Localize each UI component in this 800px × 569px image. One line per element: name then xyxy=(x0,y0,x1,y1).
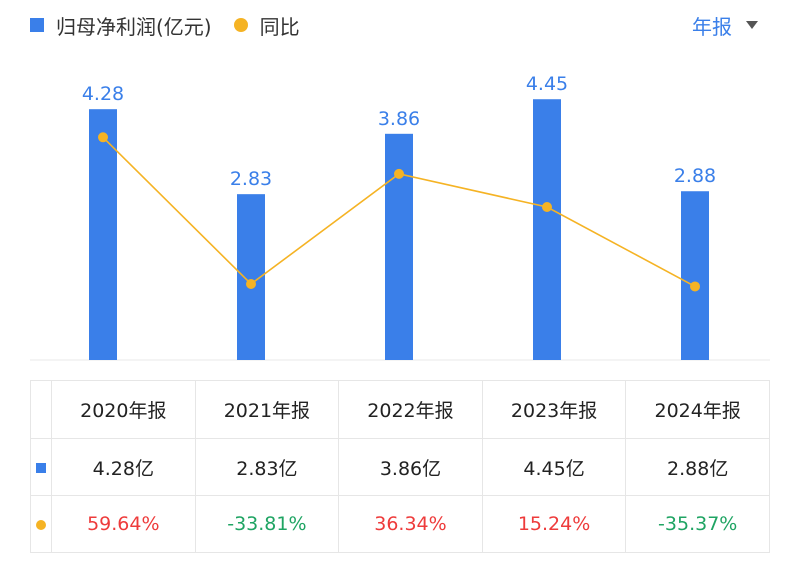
profit-chart: 4.28 2.83 3.86 4.45 2.88 xyxy=(30,73,770,361)
legend-bar-swatch xyxy=(30,18,44,32)
yoy-cell: -35.37% xyxy=(625,495,770,553)
table-row-icon-cell xyxy=(30,495,52,553)
table-row-icon-cell xyxy=(30,438,52,496)
yoy-point-2021年报 xyxy=(246,279,256,289)
legend-bar-label: 归母净利润(亿元) xyxy=(56,14,212,39)
yoy-point-2020年报 xyxy=(98,132,108,143)
bar-value-label: 3.86 xyxy=(378,108,420,130)
profit-cell: 4.45亿 xyxy=(481,438,627,496)
yoy-cell: 36.34% xyxy=(338,495,483,553)
table-row-yoy: 59.64% -33.81% 36.34% 15.24% -35.37% xyxy=(30,495,770,553)
bar-value-labels: 4.28 2.83 3.86 4.45 2.88 xyxy=(82,73,716,190)
dot-marker-icon xyxy=(36,520,46,530)
table-header-cell: 2022年报 xyxy=(338,380,483,439)
yoy-point-2024年报 xyxy=(690,281,700,292)
bar-2020年报 xyxy=(89,109,117,360)
data-table: 2020年报 2021年报 2022年报 2023年报 2024年报 4.28亿… xyxy=(30,380,770,553)
bar-value-label: 4.28 xyxy=(82,83,124,105)
table-header-cell: 2020年报 xyxy=(51,380,196,439)
bar-2022年报 xyxy=(385,133,413,360)
bar-series xyxy=(89,99,709,360)
yoy-points xyxy=(98,132,700,292)
bar-value-label: 4.45 xyxy=(526,73,568,95)
profit-cell: 4.28亿 xyxy=(51,438,196,496)
table-header-row: 2020年报 2021年报 2022年报 2023年报 2024年报 xyxy=(30,380,770,439)
profit-cell: 2.88亿 xyxy=(625,438,770,496)
caret-down-icon xyxy=(746,21,758,29)
profit-cell: 2.83亿 xyxy=(194,438,340,496)
profit-cell: 3.86亿 xyxy=(338,438,483,496)
yoy-point-2023年报 xyxy=(542,201,552,212)
bar-marker-icon xyxy=(36,463,46,473)
table-row-profit: 4.28亿 2.83亿 3.86亿 4.45亿 2.88亿 xyxy=(30,438,770,496)
period-selector[interactable]: 年报 xyxy=(692,10,758,40)
legend-line-label: 同比 xyxy=(259,14,300,39)
table-header-cell: 2021年报 xyxy=(194,380,340,439)
bar-value-label: 2.88 xyxy=(674,165,716,187)
bar-2024年报 xyxy=(681,191,709,360)
yoy-cell: 15.24% xyxy=(481,495,627,553)
bar-value-label: 2.83 xyxy=(230,168,272,190)
legend-line-swatch xyxy=(233,18,248,32)
table-header-icon-cell xyxy=(30,380,52,439)
table-header-cell: 2024年报 xyxy=(625,380,770,439)
yoy-cell: -33.81% xyxy=(194,495,340,553)
bar-2023年报 xyxy=(533,99,561,360)
chart-legend: 归母净利润(亿元) 同比 xyxy=(30,10,300,40)
period-selector-label: 年报 xyxy=(692,14,732,39)
table-header-cell: 2023年报 xyxy=(481,380,627,439)
yoy-cell: 59.64% xyxy=(51,495,196,553)
yoy-point-2022年报 xyxy=(394,168,404,179)
